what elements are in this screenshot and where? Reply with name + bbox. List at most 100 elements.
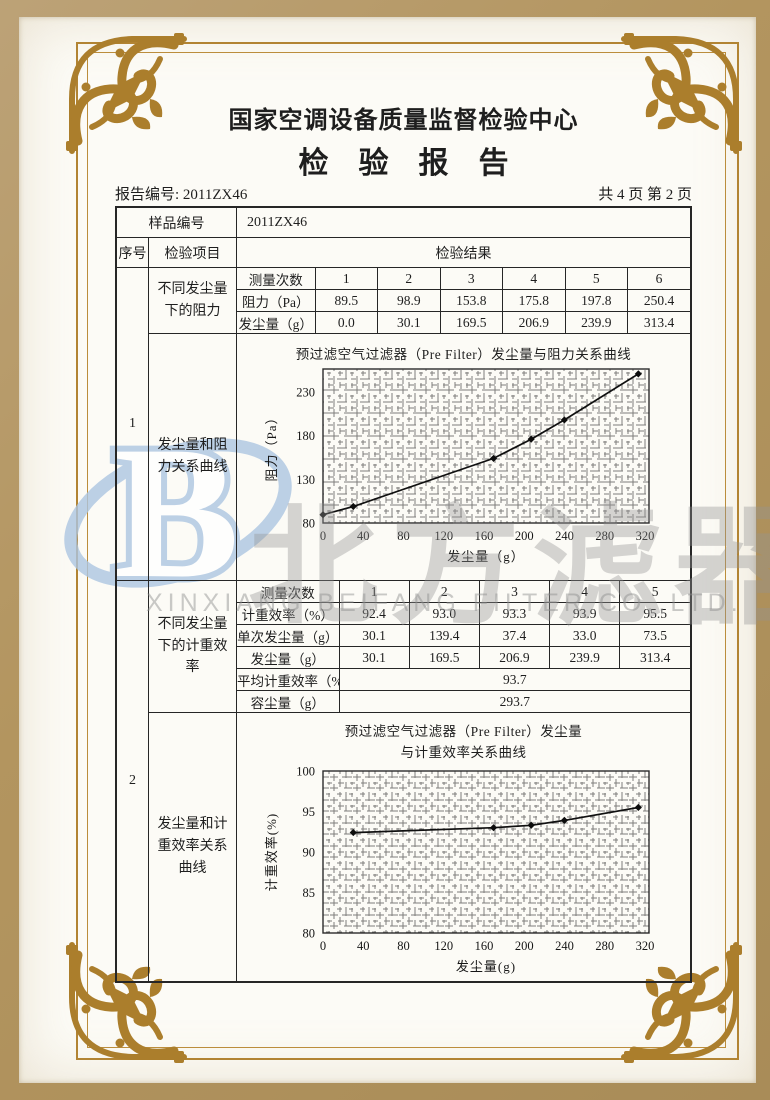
x-tick-label: 120	[434, 939, 453, 953]
table-row: 计重效率（%） 92.4 93.0 93.3 93.9 95.5	[237, 602, 690, 625]
x-tick-label: 320	[636, 529, 655, 543]
table-row: 阻力（Pa） 89.5 98.9 153.8 175.8 197.8 250.4	[237, 289, 690, 312]
corner-ornament-icon	[621, 33, 742, 154]
value-cell: 6	[627, 268, 690, 290]
x-tick-label: 0	[320, 529, 326, 543]
row-label: 阻力（Pa）	[237, 289, 316, 312]
sample-row: 样品编号 2011ZX46	[117, 208, 690, 238]
section-1-seq: 1	[117, 268, 149, 580]
value-cell: 239.9	[565, 311, 628, 334]
corner-ornament-icon	[66, 33, 187, 154]
organization-title: 国家空调设备质量监督检验中心	[228, 107, 579, 134]
summary-label: 平均计重效率（%）	[237, 668, 340, 691]
data-line	[322, 373, 639, 516]
value-cell: 169.5	[440, 311, 503, 334]
data-point-marker	[527, 435, 535, 443]
resistance-chart: 80 130 180 230 0 40 80 120 160 200 240 280 320 阻力（Pa）…	[264, 368, 655, 564]
x-tick-label: 240	[555, 529, 574, 543]
x-tick-label: 320	[636, 939, 655, 953]
efficiency-measurement-table: 测量次数 1 2 3 4 5 计重效率（%） 92.4 93.0 93.3 93.9 95.5 单次发尘…	[237, 581, 690, 713]
x-tick-label: 80	[397, 529, 410, 543]
summary-label: 容尘量（g）	[237, 690, 340, 713]
value-cell: 175.8	[502, 289, 566, 312]
value-cell: 93.0	[409, 602, 480, 625]
table-row: 发尘量（g） 0.0 30.1 169.5 206.9 239.9 313.4	[237, 311, 690, 334]
y-tick-label: 90	[303, 846, 316, 860]
value-cell: 73.5	[619, 624, 690, 647]
efficiency-chart-title: 预过滤空气过滤器（Pre Filter）发尘量	[344, 724, 583, 739]
resistance-chart-title: 预过滤空气过滤器（Pre Filter）发尘量与阻力关系曲线	[295, 347, 632, 362]
value-cell: 206.9	[479, 646, 551, 669]
plot-area	[322, 368, 650, 524]
y-tick-label: 95	[303, 805, 316, 819]
value-cell: 5	[619, 581, 690, 603]
section-2-seq: 2	[117, 581, 149, 981]
value-cell: 2	[409, 581, 480, 603]
x-tick-label: 80	[397, 939, 410, 953]
value-cell: 89.5	[315, 289, 378, 312]
efficiency-chart: 80 85 90 95 100 0 40 80 120 160 200 240 280 320 计重效率(%…	[264, 765, 655, 975]
value-cell: 197.8	[565, 289, 628, 312]
value-cell: 206.9	[502, 311, 566, 334]
y-tick-label: 230	[296, 385, 315, 399]
table-row: 单次发尘量（g） 30.1 139.4 37.4 33.0 73.5	[237, 624, 690, 647]
summary-row: 平均计重效率（%）93.7	[237, 668, 690, 691]
column-header-seq: 序号	[117, 238, 149, 267]
x-tick-label: 40	[357, 529, 370, 543]
inspection-report-table: 样品编号 2011ZX46 序号 检验项目 检验结果 1 不同发尘量下的阻力 发…	[115, 206, 692, 983]
page-indicator: 共 4 页 第 2 页	[598, 187, 692, 203]
section-2-item-bottom: 发尘量和计重效率关系曲线	[157, 817, 228, 876]
summary-row: 容尘量（g） 293.7	[237, 690, 690, 713]
x-tick-label: 280	[595, 529, 614, 543]
value-cell: 250.4	[627, 289, 690, 312]
value-cell: 92.4	[339, 602, 410, 625]
value-cell: 4	[502, 268, 566, 290]
corner-ornament-icon	[66, 942, 187, 1063]
value-cell: 5	[565, 268, 628, 290]
section-2-row: 2 不同发尘量下的计重效率 发尘量和计重效率关系曲线 测量次数 1 2 3 4 5 计重效率…	[117, 581, 690, 981]
y-tick-label: 100	[296, 765, 315, 779]
x-tick-label: 280	[595, 939, 614, 953]
x-tick-label: 160	[475, 529, 494, 543]
x-tick-label: 160	[475, 939, 494, 953]
report-title: 检 验 报 告	[298, 147, 509, 180]
resistance-chart-block: 预过滤空气过滤器（Pre Filter）发尘量与阻力关系曲线	[237, 334, 690, 569]
value-cell: 93.3	[479, 602, 551, 625]
value-cell: 169.5	[409, 646, 480, 669]
x-tick-label: 0	[320, 939, 326, 953]
section-1-item-top: 不同发尘量下的阻力	[149, 268, 236, 334]
table-row: 测量次数 1 2 3 4 5 6	[237, 268, 690, 290]
company-logo-watermark-icon: B	[64, 402, 292, 624]
frame-inner-line	[87, 52, 726, 1048]
table-row: 测量次数 1 2 3 4 5	[237, 581, 690, 603]
section-1-item-column: 不同发尘量下的阻力 发尘量和阻力关系曲线	[149, 268, 237, 580]
plot-area	[322, 770, 650, 934]
row-label: 发尘量（g）	[237, 646, 340, 669]
value-cell: 98.9	[377, 289, 441, 312]
data-point-marker	[527, 821, 535, 829]
efficiency-chart-block: 预过滤空气过滤器（Pre Filter）发尘量 与计重效率关系曲线	[237, 713, 690, 979]
meta-row: 报告编号: 2011ZX46 共 4 页 第 2 页	[115, 183, 692, 204]
value-cell: 153.8	[440, 289, 503, 312]
data-point-marker	[319, 511, 327, 519]
x-axis-label: 发尘量（g）	[447, 549, 525, 564]
column-header-result: 检验结果	[435, 246, 492, 262]
row-label: 单次发尘量（g）	[237, 624, 340, 647]
section-1-content: 测量次数 1 2 3 4 5 6 阻力（Pa） 89.5 98.9 153.8 175.8 197.8 2…	[237, 268, 690, 580]
report-number: 报告编号: 2011ZX46	[115, 187, 248, 203]
x-tick-label: 120	[434, 529, 453, 543]
y-tick-label: 180	[296, 429, 315, 443]
sample-number-value: 2011ZX46	[247, 214, 308, 230]
summary-value: 93.7	[339, 668, 690, 691]
row-label: 测量次数	[237, 581, 340, 603]
y-tick-label: 80	[303, 927, 316, 941]
value-cell: 30.1	[339, 624, 410, 647]
summary-value: 293.7	[339, 690, 690, 713]
table-row: 发尘量（g） 30.1 169.5 206.9 239.9 313.4	[237, 646, 690, 669]
value-cell: 95.5	[619, 602, 690, 625]
table-header-row: 序号 检验项目 检验结果	[117, 238, 690, 268]
value-cell: 37.4	[479, 624, 551, 647]
value-cell: 0.0	[315, 311, 378, 334]
resistance-measurement-table: 测量次数 1 2 3 4 5 6 阻力（Pa） 89.5 98.9 153.8 175.8 197.8 2…	[237, 268, 690, 334]
